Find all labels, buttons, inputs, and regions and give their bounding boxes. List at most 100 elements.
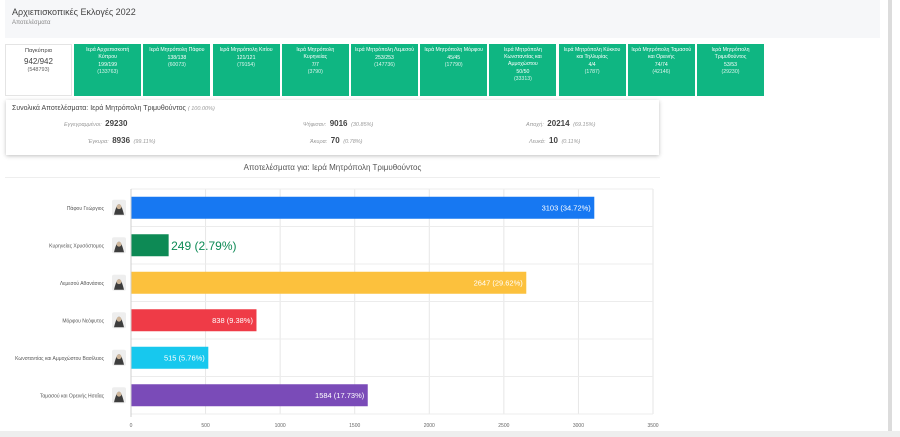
- tab-region-0[interactable]: Παγκύπρια 942/942 (548793): [5, 44, 72, 96]
- stat-label: Αποχή:: [526, 122, 544, 128]
- tab-counts: 138/138: [167, 55, 187, 61]
- results-bar-chart: 0 500 1000 1500 2000 2500 3000 3500 Πάφου Γεώργι…: [15, 188, 659, 428]
- data-label: 249 (2.79%): [171, 239, 236, 253]
- tab-name: Ιερά Μητρόπολη Τριμυθούντος: [711, 47, 750, 60]
- tab-votes: (79154): [237, 62, 256, 68]
- stat-label: Έγκυρα:: [88, 139, 109, 145]
- tab-votes: (548793): [27, 67, 50, 73]
- tab-name: Ιερά Μητρόπολη Κύκκου και Τηλλυρίας: [563, 47, 621, 60]
- scrollbar[interactable]: [888, 0, 892, 437]
- tab-votes: (147736): [374, 62, 395, 68]
- candidate-avatar-icon: [112, 274, 126, 291]
- bar: [131, 346, 209, 369]
- stat-label: Εγγεγραμμένοι:: [64, 122, 102, 128]
- stat-registered: Εγγεγραμμένοι: 29230: [64, 119, 129, 128]
- tab-votes: (133763): [97, 69, 119, 75]
- candidate-avatar-icon: [112, 349, 126, 366]
- tab-name: Ιερά Μητρόπολη Κωνσταντίας και Αμμοχώστο…: [503, 47, 542, 67]
- stat-valid: Έγκυρα: 8936 (99.11%): [88, 136, 155, 145]
- candidate-label: Πάφου Γεώργιος: [67, 205, 105, 212]
- stat-pct: (99.11%): [133, 139, 156, 145]
- stat-pct: (30.85%): [351, 122, 374, 128]
- chart-title: Αποτελέσματα για: Ιερά Μητρόπολη Τριμυθο…: [243, 163, 422, 172]
- tab-name: Ιερά Μητρόπολη Λεμεσού: [354, 47, 415, 53]
- data-label: 515 (5.76%): [164, 353, 205, 362]
- tab-region-6[interactable]: Ιερά Μητρόπολη Μόρφου 45/45 (17790): [420, 44, 488, 96]
- tab-counts: 121/121: [236, 55, 256, 61]
- tab-counts: 253/253: [375, 55, 394, 61]
- tab-votes: (29230): [721, 69, 740, 75]
- tab-region-3[interactable]: Ιερά Μητρόπολη Κιτίου 121/121 (79154): [212, 44, 280, 96]
- tab-name: Ιερά Μητρόπολη Πάφου: [149, 47, 205, 53]
- candidate-avatar-icon: [112, 312, 126, 329]
- tab-counts: 50/50: [516, 69, 530, 75]
- candidate-avatar-icon: [112, 199, 126, 216]
- summary-title-pct: ( 100.00%): [187, 106, 215, 112]
- x-tick-label: 1000: [275, 423, 286, 428]
- x-tick-label: 2500: [498, 423, 509, 428]
- stat-value: 20214: [547, 119, 570, 128]
- candidate-avatar-icon: [112, 387, 126, 404]
- stat-label: Λευκά:: [529, 139, 546, 145]
- stat-value: 8936: [112, 136, 131, 145]
- candidate-label: Μόρφου Νεόφυτος: [62, 317, 104, 324]
- stat-value: 9016: [329, 119, 348, 128]
- stat-blank: Λευκά: 10 (0.11%): [529, 136, 580, 145]
- tab-votes: (42146): [652, 69, 671, 75]
- bar: [131, 196, 595, 219]
- stat-value: 10: [549, 136, 558, 145]
- tab-name: Ιερά Μητρόπολη Ταμασού και Ορεινής: [631, 47, 692, 60]
- data-label: 838 (9.38%): [212, 316, 253, 325]
- candidate-avatar-icon: [112, 237, 126, 254]
- data-label: 1584 (17.73%): [315, 391, 365, 400]
- tab-region-1[interactable]: Ιερά Αρχιεπισκοπή Κύπρου 199/199 (133763): [74, 44, 142, 96]
- tab-votes: (3790): [307, 69, 323, 75]
- tab-name: Ιερά Μητρόπολη Κιτίου: [219, 47, 273, 53]
- data-label: 3103 (34.72%): [542, 203, 592, 212]
- tab-region-5[interactable]: Ιερά Μητρόπολη Λεμεσού 253/253 (147736): [351, 44, 418, 96]
- page-subtitle: Αποτελέσματα: [12, 20, 51, 26]
- stat-abstain: Αποχή: 20214 (69.15%): [526, 119, 595, 128]
- stat-pct: (69.15%): [573, 122, 596, 128]
- page-header: Αρχιεπισκοπικές Εκλογές 2022 Αποτελέσματ…: [5, 0, 880, 38]
- bar: [131, 271, 527, 294]
- tab-counts: 942/942: [24, 57, 53, 66]
- tab-region-7[interactable]: Ιερά Μητρόπολη Κωνσταντίας και Αμμοχώστο…: [489, 44, 557, 96]
- bar: [131, 234, 169, 257]
- candidate-label: Κωνσταντίας και Αμμοχώστου Βασίλειος: [15, 355, 104, 362]
- tab-region-4[interactable]: Ιερά Μητρόπολη Κυρηνείας 7/7 (3790): [281, 44, 349, 96]
- summary-card: Συνολικά Αποτελέσματα: Ιερά Μητρόπολη Τρ…: [6, 100, 659, 155]
- tab-votes: (17790): [444, 62, 463, 68]
- x-tick-label: 1500: [349, 423, 360, 428]
- tab-region-8[interactable]: Ιερά Μητρόπολη Κύκκου και Τηλλυρίας 4/4 (1…: [558, 44, 626, 96]
- stat-value: 70: [330, 136, 340, 145]
- tab-votes: (1787): [584, 69, 600, 75]
- x-tick-label: 3000: [573, 423, 584, 428]
- summary-title-text: Συνολικά Αποτελέσματα: Ιερά Μητρόπολη Τρ…: [12, 105, 186, 112]
- stat-value: 29230: [105, 119, 128, 128]
- page-title: Αρχιεπισκοπικές Εκλογές 2022: [12, 7, 136, 17]
- candidate-label: Κυρηνείας Χρυσόστομος: [49, 242, 104, 249]
- tab-region-10[interactable]: Ιερά Μητρόπολη Τριμυθούντος 53/53 (29230): [697, 44, 764, 96]
- stat-label: Ψήφισαν:: [303, 122, 327, 128]
- stat-label: Άκυρα:: [310, 139, 328, 145]
- tab-name: Παγκύπρια: [25, 48, 52, 54]
- tab-region-2[interactable]: Ιερά Μητρόπολη Πάφου 138/138 (60073): [143, 44, 211, 96]
- x-tick-label: 500: [201, 423, 210, 428]
- x-tick-label: 2000: [424, 423, 435, 428]
- chart-title-divider: [5, 177, 660, 178]
- x-tick-label: 3500: [647, 423, 658, 428]
- summary-title: Συνολικά Αποτελέσματα: Ιερά Μητρόπολη Τρ…: [12, 105, 215, 112]
- x-tick-label: 0: [130, 423, 133, 428]
- tab-region-9[interactable]: Ιερά Μητρόπολη Ταμασού και Ορεινής 74/74(…: [627, 44, 695, 96]
- tab-counts: 7/7: [311, 62, 319, 68]
- data-label: 2647 (29.62%): [474, 278, 524, 287]
- tab-counts: 74/74: [654, 62, 668, 68]
- stat-pct: (0.78%): [343, 139, 363, 145]
- stat-invalid: Άκυρα: 70 (0.78%): [310, 136, 363, 145]
- tab-counts: 4/4: [588, 62, 596, 68]
- tab-name: Ιερά Αρχιεπισκοπή Κύπρου: [86, 47, 130, 60]
- candidate-label: Λεμεσού Αθανάσιος: [60, 280, 105, 287]
- bar: [131, 309, 257, 332]
- tab-name: Ιερά Μητρόπολη Κυρηνείας: [296, 47, 335, 60]
